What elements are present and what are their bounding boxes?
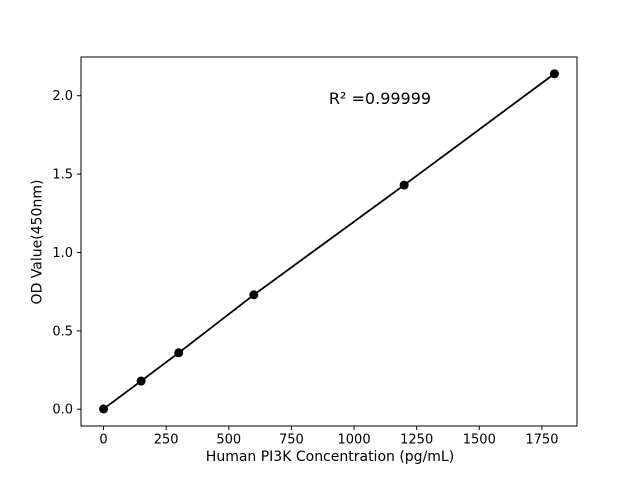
y-tick-label: 1.5 <box>52 168 73 183</box>
x-tick-label: 250 <box>154 433 179 448</box>
data-point <box>99 404 109 414</box>
x-tick-label: 1000 <box>338 433 371 448</box>
y-axis-label: OD Value(450nm) <box>29 179 45 304</box>
x-tick-label: 750 <box>279 433 304 448</box>
plot-border <box>80 56 578 427</box>
y-tick-label: 1.0 <box>52 246 73 261</box>
x-tick-label: 1750 <box>525 433 558 448</box>
data-point <box>174 348 184 358</box>
x-axis-label: Human PI3K Concentration (pg/mL) <box>205 449 455 465</box>
data-point <box>399 180 409 190</box>
r-squared-annotation: R² =0.99999 <box>328 89 432 108</box>
x-tick-label: 1500 <box>463 433 496 448</box>
y-tick-label: 0.5 <box>52 324 73 339</box>
x-tick-label: 1250 <box>400 433 433 448</box>
y-tick-label: 2.0 <box>52 89 73 104</box>
y-tick-label: 0.0 <box>52 403 73 418</box>
data-point <box>549 69 559 79</box>
data-point <box>249 290 259 300</box>
x-tick-label: 0 <box>99 433 107 448</box>
x-tick-label: 500 <box>216 433 241 448</box>
fit-line <box>103 73 555 410</box>
data-point <box>136 376 146 386</box>
